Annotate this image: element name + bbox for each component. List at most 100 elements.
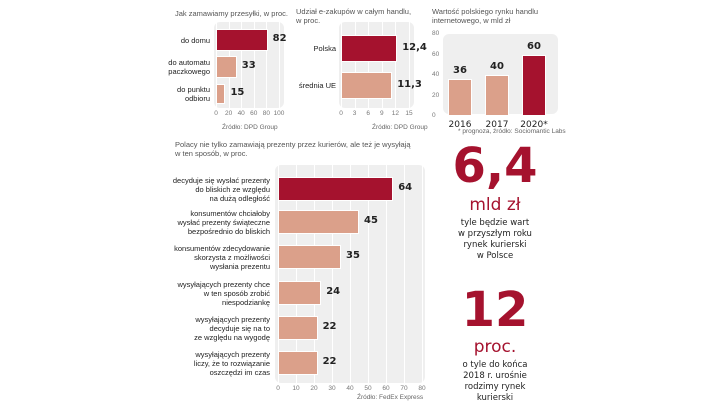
fact-1-description-line: kurierski bbox=[476, 393, 514, 403]
category-label: Polska bbox=[313, 44, 336, 53]
fact-0-number: 6,4 bbox=[452, 138, 538, 194]
category-label-line: liczy, że to rozwiązanie bbox=[193, 358, 270, 368]
category-label: do automatu paczkowego bbox=[168, 58, 210, 76]
category-label-line: ze względu na wygodę bbox=[194, 332, 270, 342]
gridline bbox=[395, 22, 397, 108]
gridline bbox=[422, 165, 423, 383]
fact-0-unit: mld zł bbox=[469, 195, 521, 215]
gridline bbox=[241, 22, 243, 108]
bar bbox=[341, 72, 393, 99]
category-label: do domu bbox=[181, 36, 210, 45]
x-tick-label: 40 bbox=[237, 110, 245, 117]
fact-1-number: 12 bbox=[461, 282, 529, 338]
x-tick-label: 3 bbox=[352, 110, 357, 117]
fact-0-description-line: tyle będzie wart bbox=[460, 218, 530, 228]
category-label-line: konsumentów chciałoby bbox=[190, 208, 270, 218]
chart-2-source: * prognoza, źródło: Sociomantic Labs bbox=[458, 128, 566, 135]
fact-0-description-line: rynek kurierski bbox=[463, 240, 527, 250]
gridline bbox=[386, 165, 387, 383]
category-label-line: wysyłających prezenty bbox=[195, 314, 270, 324]
chart-3-source: Źródło: FedEx Express bbox=[357, 394, 424, 401]
fact-1-description-line: rodzimy rynek bbox=[464, 382, 526, 392]
gridline bbox=[253, 22, 255, 108]
bar-value-label: 12,4 bbox=[402, 41, 427, 53]
category-label-line: średnia UE bbox=[298, 81, 336, 90]
bar-value-label: 22 bbox=[322, 321, 337, 332]
gridline bbox=[341, 22, 342, 108]
bar bbox=[278, 177, 394, 201]
bar-value-label: 33 bbox=[241, 60, 256, 71]
x-tick-label: 0 bbox=[339, 110, 343, 117]
bar bbox=[522, 54, 546, 116]
bar bbox=[278, 281, 322, 305]
category-label-line: bezpośrednio do bliskich bbox=[187, 226, 270, 236]
bar bbox=[485, 75, 509, 116]
bar bbox=[448, 79, 472, 116]
y-tick-label: 20 bbox=[432, 91, 440, 99]
x-category-label: 2020* bbox=[520, 120, 548, 130]
x-category-label: 2016 bbox=[448, 120, 472, 130]
gridline bbox=[332, 165, 333, 383]
x-tick-label: 60 bbox=[382, 385, 390, 392]
category-label-line: wysyłających prezenty chce bbox=[177, 279, 270, 289]
category-label-line: odbioru bbox=[184, 94, 210, 103]
bar-value-label: 36 bbox=[453, 65, 467, 77]
gridline bbox=[354, 22, 356, 108]
chart-2-title-line: Wartość polskiego rynku handlu bbox=[432, 7, 539, 16]
x-tick-label: 20 bbox=[310, 385, 318, 392]
y-tick-label: 60 bbox=[432, 50, 440, 58]
bar-value-label: 24 bbox=[326, 286, 341, 297]
bar bbox=[278, 351, 318, 375]
gridline bbox=[296, 165, 297, 383]
category-label-line: wysyłających prezenty bbox=[195, 349, 270, 359]
x-tick-label: 6 bbox=[366, 110, 370, 117]
x-tick-label: 10 bbox=[292, 385, 300, 392]
gridline bbox=[350, 165, 351, 383]
bar bbox=[278, 316, 318, 340]
category-label-line: na dużą odległość bbox=[209, 193, 270, 203]
y-tick-label: 0 bbox=[432, 112, 436, 119]
gridline bbox=[314, 165, 315, 383]
x-tick-label: 15 bbox=[405, 110, 413, 117]
category-label-line: do domu bbox=[180, 35, 210, 45]
x-tick-label: 0 bbox=[276, 385, 280, 392]
bar bbox=[216, 29, 268, 51]
category-label-line: oszczędzi im czas bbox=[209, 367, 270, 377]
chart-0-source: Źródło: DPD Group bbox=[222, 124, 278, 131]
bar bbox=[278, 210, 359, 234]
category-label: wysyłających prezenty liczy, że to rozwią… bbox=[194, 350, 270, 377]
category-label-line: w ten sposób zrobić bbox=[203, 288, 270, 298]
bar bbox=[216, 84, 226, 104]
category-label-line: niespodziankę bbox=[222, 297, 270, 307]
chart-1-source: Źródło: DPD Group bbox=[372, 124, 428, 131]
category-label: do punktu odbioru bbox=[177, 85, 210, 103]
category-label-line: konsumentów zdecydowanie bbox=[174, 243, 270, 253]
gridline bbox=[368, 165, 369, 383]
gridline bbox=[404, 165, 405, 383]
x-tick-label: 80 bbox=[418, 385, 426, 392]
chart-1-title-line: w proc. bbox=[296, 16, 321, 25]
bar bbox=[341, 35, 398, 62]
bar-value-label: 64 bbox=[398, 182, 413, 193]
category-label: wysyłających prezenty chce w ten sposób z… bbox=[177, 280, 270, 307]
x-category-label: 2017 bbox=[485, 120, 509, 130]
category-label-line: do automatu bbox=[168, 58, 210, 67]
fact-1-unit: proc. bbox=[473, 337, 517, 357]
x-tick-label: 30 bbox=[328, 385, 336, 392]
x-tick-label: 50 bbox=[364, 385, 372, 392]
bar-value-label: 82 bbox=[272, 33, 287, 44]
fact-0-description-line: w Polsce bbox=[476, 251, 514, 261]
chart-0-title-line: Jak zamawiamy przesyłki, w proc. bbox=[175, 9, 288, 18]
chart-3-title-line: Polacy nie tylko zamawiają prezenty prze… bbox=[175, 140, 411, 149]
bar bbox=[278, 245, 341, 269]
gridline bbox=[381, 22, 383, 108]
category-label-line: Polska bbox=[313, 44, 336, 53]
category-label-line: do punktu bbox=[177, 85, 210, 94]
category-label: konsumentów zdecydowanie skorzysta z możl… bbox=[174, 244, 270, 271]
bar-value-label: 35 bbox=[346, 250, 360, 261]
bar-value-label: 40 bbox=[490, 61, 504, 72]
category-label-line: decyduje się na to bbox=[209, 323, 270, 333]
gridline bbox=[278, 165, 279, 383]
y-tick-label: 40 bbox=[432, 71, 440, 78]
gridline bbox=[279, 22, 280, 108]
